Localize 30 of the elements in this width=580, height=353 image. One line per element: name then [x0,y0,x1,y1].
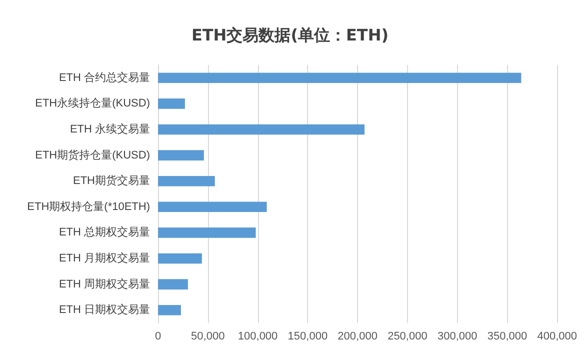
bar [158,253,202,264]
x-tick-label: 350,000 [487,330,528,342]
bar [158,98,185,109]
x-tick-label: 0 [154,330,162,342]
y-tick-label: ETH期权持仓量(*10ETH) [27,200,150,213]
y-tick-label: ETH永续持仓量(KUSD) [35,96,150,110]
bar [158,202,267,212]
bar [158,304,181,316]
bar [158,124,365,135]
y-tick-label: ETH 日期权交易量 [58,303,150,316]
y-tick-label: ETH 总期权交易量 [58,226,150,239]
y-tick-label: ETH期货持仓量(KUSD) [35,149,150,162]
bar [158,176,215,186]
bar [158,72,522,84]
bar [158,150,204,160]
x-tick-label: 300,000 [437,330,478,342]
x-tick-label: 100,000 [238,330,278,342]
x-tick-label: 200,000 [338,330,378,342]
bar [158,228,256,238]
y-tick-label: ETH期货交易量 [73,174,150,188]
bar [158,279,188,290]
y-tick-label: ETH 合约总交易量 [58,70,150,84]
x-tick-label: 50,000 [191,330,225,342]
x-tick-label: 150,000 [288,330,328,342]
y-tick-label: ETH 周期权交易量 [58,277,150,290]
x-tick-label: 400,000 [537,330,577,342]
y-tick-label: ETH 永续交易量 [70,122,150,136]
chart-title: ETH交易数据(单位：ETH) [191,26,389,44]
y-tick-label: ETH 月期权交易量 [58,252,150,264]
x-tick-label: 250,000 [388,330,428,342]
